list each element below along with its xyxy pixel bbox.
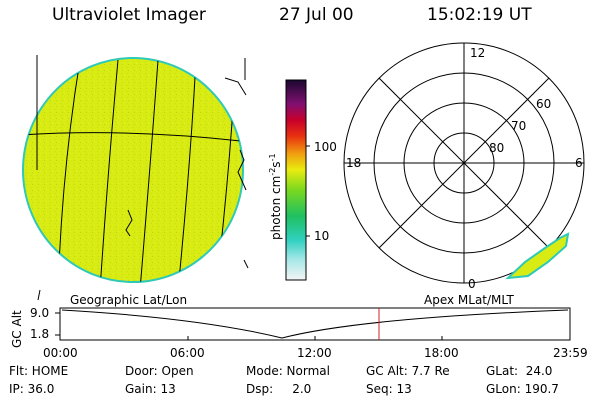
coastline	[224, 77, 247, 96]
colorbar-unit-s: s	[269, 161, 283, 168]
xtick-2359: 23:59	[553, 346, 588, 360]
meridian-line	[37, 289, 41, 301]
auroral-oval-patch	[505, 232, 570, 280]
colorbar-unit-label: photon cm-2s-1	[268, 153, 283, 240]
mlat-label-80: 80	[489, 141, 505, 155]
mlt-label-18: 18	[346, 156, 362, 170]
altitude-ytick-bottom: 1.8	[30, 327, 50, 341]
mlat-label-70: 70	[511, 119, 527, 133]
status-mode: Mode: Normal	[246, 364, 330, 378]
altitude-ytick-top: 9.0	[30, 306, 50, 320]
xtick-1800: 18:00	[424, 346, 459, 360]
meridian-line	[177, 59, 197, 282]
status-flight: Flt: HOME	[9, 364, 69, 378]
colorbar-unit-text: photon cm	[269, 175, 283, 240]
mlt-label-12: 12	[470, 46, 486, 60]
status-gain: Gain: 13	[125, 382, 176, 396]
coastline	[125, 209, 133, 237]
meridian-line	[99, 59, 119, 282]
status-gc-alt: GC Alt: 7.7 Re	[366, 364, 450, 378]
status-ip: IP: 36.0	[9, 382, 55, 396]
apex-label: Apex MLat/MLT	[424, 293, 514, 307]
coastline	[237, 149, 247, 191]
parallel-line	[23, 132, 243, 143]
xtick-0000: 00:00	[43, 346, 78, 360]
meridian-line	[139, 59, 159, 282]
coastline	[243, 259, 249, 269]
xtick-1200: 12:00	[297, 346, 332, 360]
geographic-label: Geographic Lat/Lon	[70, 293, 188, 307]
mlt-label-6: 6	[575, 156, 583, 170]
status-glat: GLat: 24.0	[486, 364, 553, 378]
status-dsp: Dsp: 2.0	[246, 382, 312, 396]
xtick-0600: 06:00	[170, 346, 205, 360]
status-door: Door: Open	[125, 364, 194, 378]
instrument-title: Ultraviolet Imager	[52, 5, 206, 25]
colorbar-unit-sup1: -2	[268, 167, 277, 176]
observation-time: 15:02:19 UT	[427, 5, 532, 25]
colorbar-tick-10: 10	[314, 229, 330, 243]
colorbar	[285, 79, 310, 281]
earth-disk-image	[22, 55, 249, 301]
status-seq: Seq: 13	[366, 382, 412, 396]
altitude-curve	[61, 309, 569, 339]
altitude-ylabel: GC Alt	[10, 310, 24, 348]
status-glon: GLon: 190.7	[486, 382, 559, 396]
observation-date: 27 Jul 00	[279, 5, 354, 25]
colorbar-unit-sup2: -1	[268, 153, 277, 162]
polar-plot	[343, 42, 585, 284]
mlt-label-0: 0	[468, 277, 476, 291]
mlat-label-60: 60	[536, 97, 552, 111]
colorbar-tick-100: 100	[314, 140, 337, 154]
altitude-plot	[55, 307, 571, 341]
